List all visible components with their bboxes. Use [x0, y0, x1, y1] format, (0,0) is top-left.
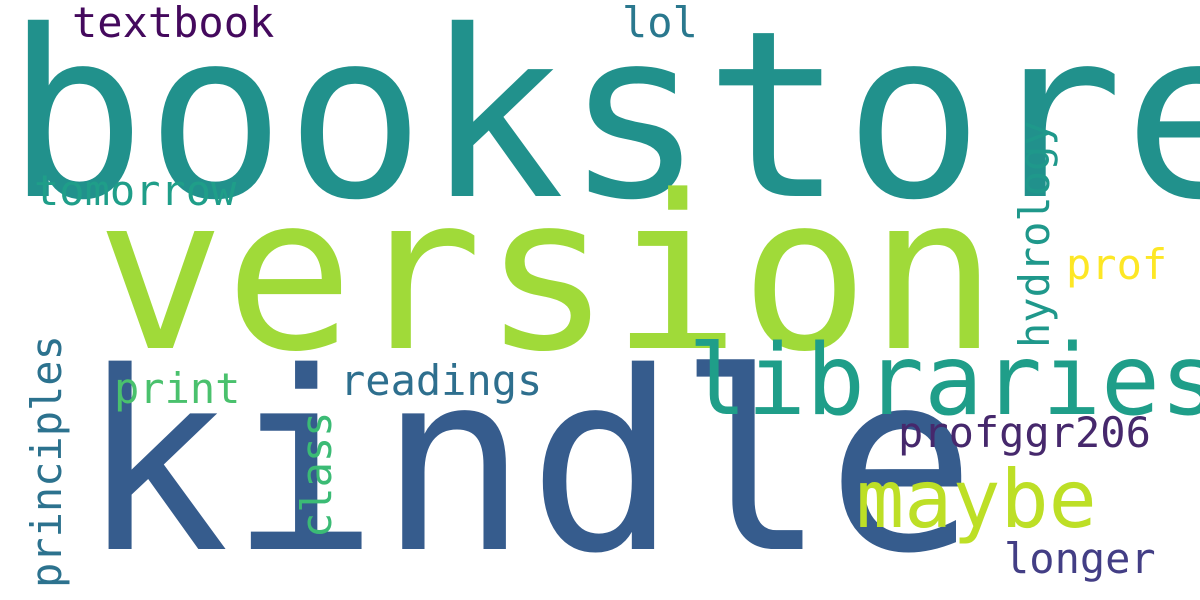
word-prof: prof — [1066, 240, 1168, 289]
word-longer: longer — [1004, 534, 1156, 583]
word-profggr206: profggr206 — [898, 408, 1151, 457]
word-print: print — [114, 364, 241, 413]
word-maybe: maybe — [856, 453, 1097, 546]
word-lol: lol — [622, 0, 698, 47]
word-bookstore: bookstore — [6, 0, 1200, 251]
word-readings: readings — [340, 356, 543, 405]
word-tomorrow: tomorrow — [34, 166, 237, 215]
word-class: class — [292, 411, 341, 538]
word-textbook: textbook — [72, 0, 275, 47]
word-kindle: kindle — [80, 320, 976, 600]
word-hydrology: hydrology — [1010, 120, 1059, 348]
word-libraries: libraries — [688, 324, 1200, 438]
word-version: version — [96, 150, 998, 399]
word-principles: principles — [22, 335, 71, 588]
